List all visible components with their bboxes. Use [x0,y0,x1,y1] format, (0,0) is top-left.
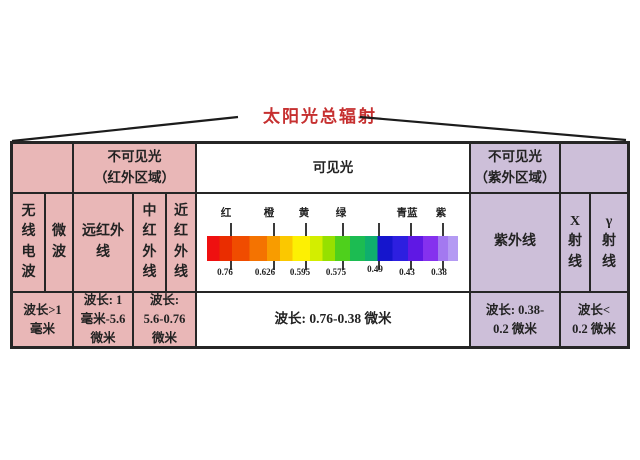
cell-visible-spectrum: 红 橙 黄 绿 青蓝 紫 0.76 0.626 0.595 0.575 0.49… [197,194,469,291]
cell-gamma-ray: γ 射 线 [591,194,627,291]
spectrum-label-cyan-blue: 青蓝 [396,208,418,219]
cell-radio-waves: 无 线 电 波 [13,194,44,291]
cell-microwave: 微 波 [46,194,72,291]
wavelength-tick-value: 0.626 [254,267,276,277]
wavelength-tick-value: 0.38 [431,267,447,277]
cell-ultraviolet: 紫外线 [471,194,559,291]
wavelength-tick-value: 0.43 [399,267,415,277]
cell-xray-gamma-header-empty [561,144,627,192]
cell-mid-near-infrared-wavelength: 波长: 5.6-0.76 微米 [134,293,195,346]
spectrum-label-orange: 橙 [263,208,275,219]
cell-ultraviolet-region-header: 不可见光 （紫外区域） [471,144,559,192]
cell-far-infrared: 远红外 线 [74,194,132,291]
wavelength-tick-value: 0.49 [367,264,383,274]
roof-brace-lines [11,115,627,143]
cell-near-infrared: 近 红 外 线 [167,194,195,291]
cell-xray-gamma-wavelength: 波长< 0.2 微米 [561,293,627,346]
cell-far-infrared-wavelength: 波长: 1 毫米-5.6 微米 [74,293,132,346]
wavelength-tick-value: 0.595 [289,267,311,277]
cell-infrared-region-header: 不可见光 （红外区域） [74,144,195,192]
cell-xray: X 射 线 [561,194,589,291]
cell-radio-microwave-header-empty [13,144,72,192]
cell-radio-wavelength: 波长>1 毫米 [13,293,72,346]
cell-visible-light-header: 可见光 [197,144,469,192]
visible-spectrum-color-bar [207,236,458,261]
wavelength-tick-value: 0.76 [217,267,233,277]
spectrum-label-violet: 紫 [435,208,447,219]
spectrum-label-green: 绿 [335,208,347,219]
diagram-title: 太阳光总辐射 [263,107,377,126]
spectrum-label-red: 红 [220,208,232,219]
spectrum-table: 不可见光 （红外区域） 可见光 不可见光 （紫外区域） 无 线 电 波 微 波 … [10,141,630,349]
cell-visible-wavelength: 波长: 0.76-0.38 微米 [197,293,469,346]
cell-mid-infrared: 中 红 外 线 [134,194,165,291]
cell-uv-wavelength: 波长: 0.38- 0.2 微米 [471,293,559,346]
wavelength-tick-value: 0.575 [325,267,347,277]
spectrum-label-yellow: 黄 [298,208,310,219]
